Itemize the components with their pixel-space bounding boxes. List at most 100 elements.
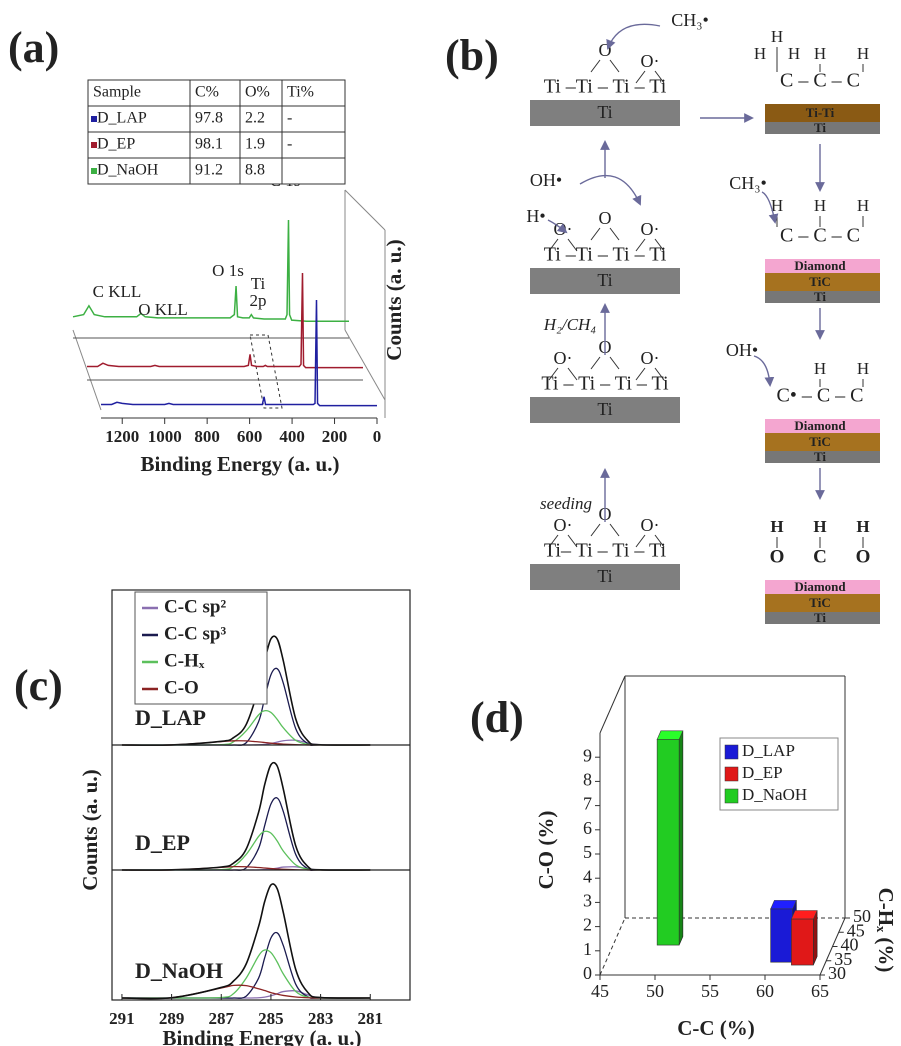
bond bbox=[654, 367, 665, 381]
peak-label: O KLL bbox=[138, 300, 188, 319]
table-header: Sample bbox=[93, 84, 141, 101]
x-tick-label: 400 bbox=[279, 427, 305, 446]
layer-label: Ti bbox=[814, 610, 826, 625]
hydrogen: H bbox=[857, 196, 869, 215]
peak-label: C KLL bbox=[93, 282, 142, 301]
table-cell: 98.1 bbox=[195, 136, 223, 153]
layer-label: TiC bbox=[809, 274, 830, 289]
region-box bbox=[249, 334, 283, 409]
legend-label: C-O bbox=[164, 677, 199, 698]
oxygen: O bbox=[599, 208, 612, 228]
bond bbox=[609, 523, 620, 537]
layer bbox=[765, 594, 880, 612]
peak-label: 2p bbox=[250, 291, 267, 310]
spectrum bbox=[101, 299, 377, 407]
oxygen: O· bbox=[641, 515, 660, 535]
y-tick-label: 9 bbox=[583, 745, 592, 765]
bond bbox=[609, 356, 620, 370]
x-axis-label: Binding Energy (a. u.) bbox=[141, 452, 340, 476]
legend-label: C-C sp³ bbox=[164, 623, 226, 644]
bar-top bbox=[790, 910, 818, 920]
legend-label: C-C sp² bbox=[164, 596, 226, 617]
table-cell: D_NaOH bbox=[97, 162, 159, 179]
substrate-label: Ti bbox=[597, 566, 612, 586]
layer-label: Ti bbox=[814, 289, 826, 304]
atom: O bbox=[856, 546, 871, 567]
bond bbox=[567, 238, 578, 252]
envelope-curve bbox=[121, 635, 371, 747]
layer bbox=[765, 104, 880, 122]
radical: OH• bbox=[530, 170, 562, 190]
bond bbox=[635, 238, 646, 252]
arrow bbox=[547, 219, 568, 234]
table-cell: - bbox=[287, 136, 292, 153]
legend-swatch bbox=[724, 766, 739, 782]
plot-frame bbox=[111, 589, 411, 1001]
x-tick-label: 0 bbox=[373, 427, 382, 446]
peak-label: Ti bbox=[251, 274, 266, 293]
bond bbox=[548, 367, 559, 381]
bar-top bbox=[656, 730, 684, 740]
table-cell: - bbox=[287, 110, 292, 127]
component-curve bbox=[121, 949, 371, 999]
bond bbox=[567, 367, 578, 381]
peak-label: O 1s bbox=[212, 261, 244, 280]
layer bbox=[765, 580, 880, 594]
x-axis-label: Binding Energy (a. u.) bbox=[163, 1026, 362, 1046]
legend-label: C-Hₓ bbox=[164, 650, 205, 671]
bar-top bbox=[770, 900, 797, 910]
hydrogen: H bbox=[814, 359, 826, 378]
x-tick-label: 65 bbox=[811, 981, 829, 1001]
frame-line bbox=[344, 189, 386, 231]
layer bbox=[765, 451, 880, 463]
legend-box bbox=[719, 737, 839, 811]
legend-label: D_EP bbox=[742, 763, 783, 782]
panel-label: (b) bbox=[445, 31, 499, 80]
x-tick-label: 1000 bbox=[148, 427, 182, 446]
y-tick-label: 2 bbox=[583, 915, 592, 935]
chain: C – C – C bbox=[780, 70, 860, 92]
y-tick-label: 8 bbox=[583, 770, 592, 790]
spectrum bbox=[87, 272, 363, 369]
substrate bbox=[530, 268, 680, 294]
bar bbox=[770, 908, 793, 963]
hydrogen: H bbox=[856, 517, 869, 536]
chain: Ti –Ti – Ti – Ti bbox=[544, 76, 667, 98]
y-axis-label: Counts (a. u.) bbox=[78, 769, 102, 890]
sample-label: D_EP bbox=[135, 830, 190, 855]
oxygen: O· bbox=[641, 219, 660, 239]
layer bbox=[765, 122, 880, 134]
legend-label: D_LAP bbox=[742, 741, 795, 760]
z-tick-label: 30 bbox=[828, 963, 846, 983]
sample-label: D_LAP bbox=[135, 705, 206, 730]
spectrum bbox=[72, 219, 349, 322]
table-cell: 1.9 bbox=[245, 136, 265, 153]
x-tick-label: 60 bbox=[756, 981, 774, 1001]
atom: C bbox=[813, 546, 827, 567]
radical: CH₃• bbox=[671, 10, 709, 30]
table-cell: 91.2 bbox=[195, 162, 223, 179]
radical: CH₃• bbox=[729, 173, 767, 193]
hydrogen: H bbox=[857, 359, 869, 378]
layer-label: Ti-Ti bbox=[806, 105, 835, 120]
bond bbox=[635, 367, 646, 381]
oxygen: O· bbox=[554, 348, 573, 368]
bond bbox=[609, 59, 620, 73]
y-axis-label: C-O (%) bbox=[534, 811, 558, 890]
hydrogen: H bbox=[754, 44, 766, 63]
chain: Ti– Ti – Ti – Ti bbox=[544, 540, 667, 562]
layer bbox=[765, 259, 880, 273]
sample-label: D_NaOH bbox=[135, 958, 223, 983]
bond bbox=[590, 227, 601, 241]
layer-label: Ti bbox=[814, 120, 826, 135]
bond bbox=[548, 238, 559, 252]
z-tick-label: 45 bbox=[847, 920, 865, 940]
step-label: H₂/CH₄ bbox=[543, 315, 597, 334]
arrow bbox=[579, 174, 642, 206]
hydrogen: H bbox=[814, 44, 826, 63]
x-tick-label: 291 bbox=[109, 1009, 135, 1028]
chain: Ti – Ti – Ti – Ti bbox=[541, 373, 669, 395]
panel-label: (a) bbox=[8, 23, 59, 72]
hydrogen: H bbox=[771, 196, 783, 215]
